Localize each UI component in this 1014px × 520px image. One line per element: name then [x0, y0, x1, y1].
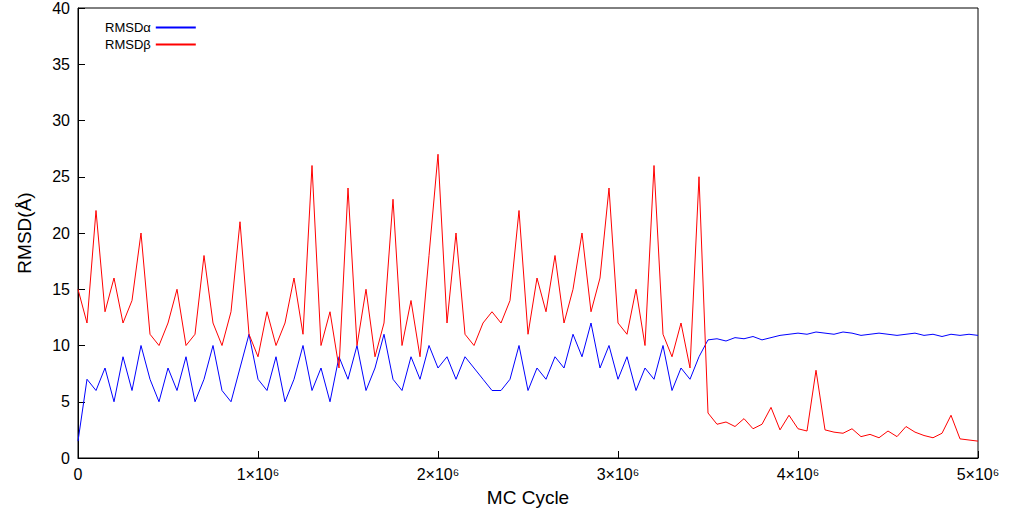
svg-text:5: 5: [61, 393, 70, 410]
svg-text:40: 40: [52, 0, 70, 17]
svg-text:RMSDα: RMSDα: [105, 20, 151, 35]
svg-text:20: 20: [52, 225, 70, 242]
svg-text:0: 0: [74, 466, 83, 483]
svg-text:15: 15: [52, 281, 70, 298]
svg-text:25: 25: [52, 168, 70, 185]
svg-text:5×10⁶: 5×10⁶: [957, 466, 1000, 483]
svg-text:4×10⁶: 4×10⁶: [777, 466, 820, 483]
svg-text:RMSD(Å): RMSD(Å): [14, 192, 35, 273]
svg-text:MC Cycle: MC Cycle: [487, 487, 569, 508]
svg-text:1×10⁶: 1×10⁶: [237, 466, 280, 483]
svg-text:10: 10: [52, 337, 70, 354]
svg-text:RMSDβ: RMSDβ: [105, 37, 151, 52]
svg-text:0: 0: [61, 450, 70, 467]
svg-text:2×10⁶: 2×10⁶: [417, 466, 460, 483]
svg-text:35: 35: [52, 56, 70, 73]
svg-text:3×10⁶: 3×10⁶: [597, 466, 640, 483]
svg-text:30: 30: [52, 112, 70, 129]
